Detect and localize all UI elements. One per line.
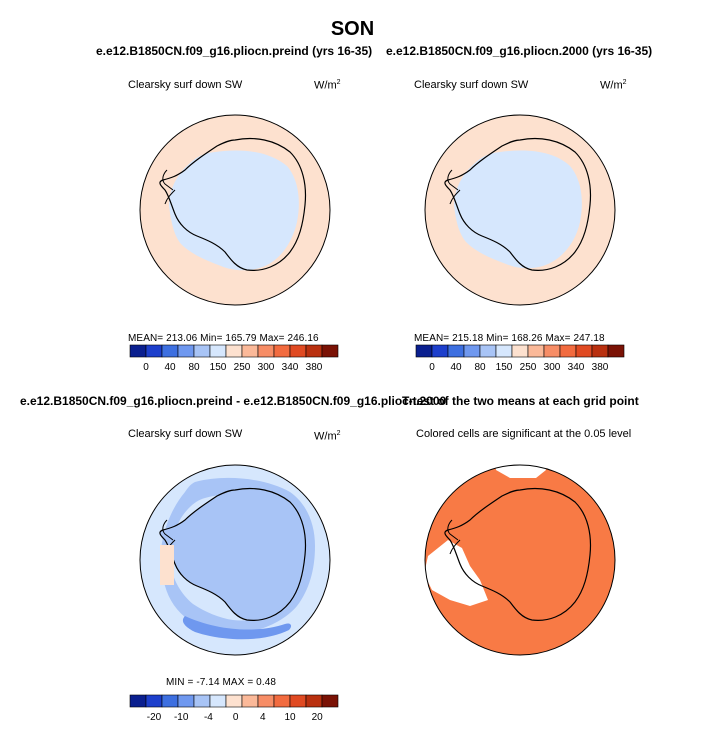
colorbar-tick-label: 0 [143,362,149,373]
panel-3-stats: MIN = -7.14 MAX = 0.48 [166,677,277,688]
panel-2-colorbar-ticks: 0 40 80 150 250 300 340 380 [0,362,705,376]
colorbar-box [575,344,593,358]
panel-2-case-title: e.e12.B1850CN.f09_g16.pliocn.2000 (yrs 1… [386,44,653,58]
colorbar-box [209,344,227,358]
colorbar-tick-label: 300 [543,362,561,373]
colorbar-tick-label: 340 [567,362,585,373]
colorbar-tick-label: 150 [495,362,513,373]
panel-3-diff-title: e.e12.B1850CN.f09_g16.pliocn.preind - e.… [20,394,447,408]
panel-1-units: W/m2 [314,79,341,92]
panel-2-variable-label: Clearsky surf down SW [414,79,529,91]
panel-3-colorbar [129,694,339,708]
panel-1-colorbar-ticks: 0 40 80 150 250 300 340 380 [0,362,705,376]
colorbar-tick-label: 340 [281,362,299,373]
colorbar-tick-label: 40 [164,362,176,373]
colorbar-box [591,344,609,358]
panel-3-map-border [139,464,331,656]
colorbar-box [225,694,243,708]
panel-4-significance-note: Colored cells are significant at the 0.0… [416,428,632,440]
colorbar-box [241,694,259,708]
colorbar-box [273,344,291,358]
panel-2-map [425,115,615,305]
colorbar-tick-label: 4 [260,712,266,723]
panel-3-units: W/m2 [314,430,341,443]
colorbar-tick-label: 10 [284,712,296,723]
colorbar-box [241,344,259,358]
panel-1-antarctic-region [169,150,299,271]
panel-4-nonsignificant-patch-north [494,465,546,478]
panel-1-map [140,115,330,305]
colorbar-box [305,694,323,708]
colorbar-box [257,344,275,358]
colorbar-box [257,694,275,708]
colorbar-box [161,344,179,358]
colorbar-tick-label: 80 [474,362,486,373]
colorbar-box [129,344,147,358]
colorbar-box [479,344,497,358]
colorbar-box [193,694,211,708]
panel-4-ttest-title: T-test of the two means at each grid poi… [402,394,639,408]
colorbar-box [447,344,465,358]
colorbar-tick-label: 40 [450,362,462,373]
colorbar-tick-label: 250 [519,362,537,373]
colorbar-box [145,694,163,708]
colorbar-tick-label: 300 [257,362,275,373]
panel-4-map [425,465,615,655]
colorbar-tick-label: 80 [188,362,200,373]
panel-1-case-title: e.e12.B1850CN.f09_g16.pliocn.preind (yrs… [96,44,373,58]
panel-2-antarctic-region [454,150,582,269]
colorbar-box [415,344,433,358]
colorbar-box [511,344,529,358]
colorbar-box [559,344,577,358]
colorbar-box [321,344,339,358]
colorbar-tick-label: 0 [232,712,239,723]
panel-3-variable-label: Clearsky surf down SW [128,428,243,440]
colorbar-box [161,694,179,708]
panel-4-nonsignificant-patch-west [425,540,488,606]
colorbar-box [607,344,625,358]
panel-4-map-border [424,464,616,656]
colorbar-box [289,344,307,358]
colorbar-box [193,344,211,358]
panel-3-colorbar-ticks: -20 -10 -4 0 4 10 20 [0,712,705,726]
colorbar-box [463,344,481,358]
colorbar-box [177,694,195,708]
colorbar-box [273,694,291,708]
panel-3-map [140,465,330,655]
panel-2-colorbar [415,344,625,358]
colorbar-tick-label: -20 [146,712,162,723]
colorbar-box [289,694,307,708]
colorbar-tick-label: 250 [233,362,251,373]
colorbar-box [145,344,163,358]
figure-title: SON [330,18,375,40]
colorbar-box [305,344,323,358]
panel-2-units: W/m2 [600,79,627,92]
colorbar-tick-label: 150 [209,362,227,373]
colorbar-box [209,694,227,708]
panel-1-map-border [139,114,331,306]
panel-1-colorbar [129,344,339,358]
panel-1-variable-label: Clearsky surf down SW [128,79,243,91]
colorbar-tick-label: 380 [591,362,609,373]
colorbar-box [495,344,513,358]
colorbar-tick-label: 380 [305,362,323,373]
panel-1-stats: MEAN= 213.06 Min= 165.79 Max= 246.16 [128,333,319,344]
colorbar-box [543,344,561,358]
panel-3-positive-patch [160,545,174,585]
colorbar-box [177,344,195,358]
colorbar-tick-label: 20 [311,712,323,723]
colorbar-box [225,344,243,358]
colorbar-box [527,344,545,358]
panel-4-significant-region [425,465,615,655]
panel-2-stats: MEAN= 215.18 Min= 168.26 Max= 247.18 [414,333,605,344]
panel-2-map-border [424,114,616,306]
colorbar-tick-label: 0 [429,362,435,373]
colorbar-tick-label: -4 [203,712,213,723]
colorbar-box [431,344,449,358]
colorbar-box [321,694,339,708]
panel-3-minimum-band [182,616,292,640]
colorbar-tick-label: -10 [173,712,189,723]
colorbar-box [129,694,147,708]
